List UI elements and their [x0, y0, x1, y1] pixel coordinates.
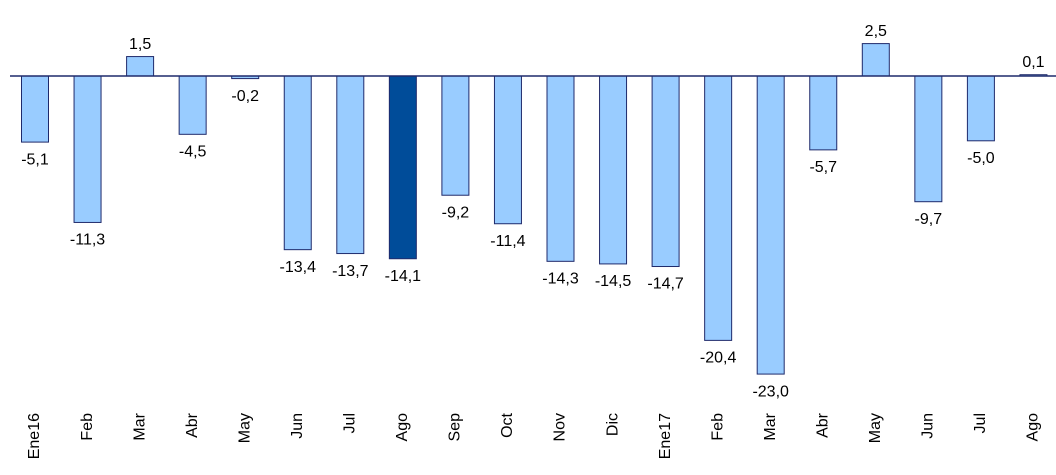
bar — [388, 75, 417, 260]
bar — [126, 56, 155, 77]
value-label: -20,4 — [700, 350, 737, 367]
value-label: -14,3 — [542, 271, 579, 288]
x-tick-label: Nov — [552, 413, 569, 441]
x-tick-label: Jun — [920, 413, 937, 439]
x-tick-label: May — [867, 413, 884, 443]
value-label: -5,0 — [967, 150, 995, 167]
bar — [546, 75, 575, 262]
x-tick-label: Jul — [972, 413, 989, 433]
x-tick-label: Ene17 — [657, 413, 674, 459]
bar — [914, 75, 943, 203]
bar — [704, 75, 733, 341]
x-tick-label: Feb — [709, 413, 726, 441]
x-tick-label: Ago — [394, 413, 411, 442]
bar — [966, 75, 995, 142]
x-tick-label: Sep — [447, 413, 464, 442]
value-label: -4,5 — [179, 144, 207, 161]
bar — [861, 43, 890, 77]
x-tick-label: Feb — [79, 413, 96, 441]
value-label: -5,1 — [21, 151, 49, 168]
value-label: -9,2 — [442, 204, 470, 221]
value-label: -11,4 — [490, 233, 525, 250]
value-label: -13,7 — [332, 263, 369, 280]
value-label: -5,7 — [809, 159, 837, 176]
x-tick-label: Dic — [604, 413, 621, 436]
bar — [651, 75, 680, 268]
value-label: 2,5 — [865, 23, 887, 40]
value-label: -11,3 — [70, 232, 105, 249]
value-label: -13,4 — [280, 259, 317, 276]
x-tick-label: Mar — [762, 412, 779, 440]
bar — [336, 75, 365, 255]
x-tick-label: Abr — [814, 412, 831, 438]
value-label: 1,5 — [129, 36, 151, 53]
value-label: -23,0 — [752, 383, 789, 400]
bar — [21, 75, 49, 143]
x-tick-label: May — [236, 413, 253, 443]
x-tick-label: Jul — [342, 413, 359, 433]
value-label: -9,7 — [915, 211, 943, 228]
bar — [493, 75, 522, 225]
x-tick-label: Mar — [131, 412, 148, 440]
x-tick-label: Jun — [289, 413, 306, 439]
value-label: -14,7 — [647, 276, 684, 293]
value-label: -14,1 — [385, 268, 422, 285]
x-tick-label: Oct — [499, 412, 516, 437]
bar — [73, 75, 102, 223]
value-label: -0,2 — [231, 88, 259, 105]
value-label: 0,1 — [1022, 54, 1044, 71]
bar — [599, 75, 628, 265]
bar — [178, 75, 207, 135]
bar — [441, 75, 470, 196]
bar — [283, 75, 312, 251]
x-tick-label: Ene16 — [26, 413, 43, 459]
x-tick-label: Ago — [1025, 413, 1042, 442]
bar — [756, 75, 785, 375]
x-tick-label: Abr — [184, 412, 201, 438]
bar — [809, 75, 838, 151]
value-label: -14,5 — [595, 273, 632, 290]
